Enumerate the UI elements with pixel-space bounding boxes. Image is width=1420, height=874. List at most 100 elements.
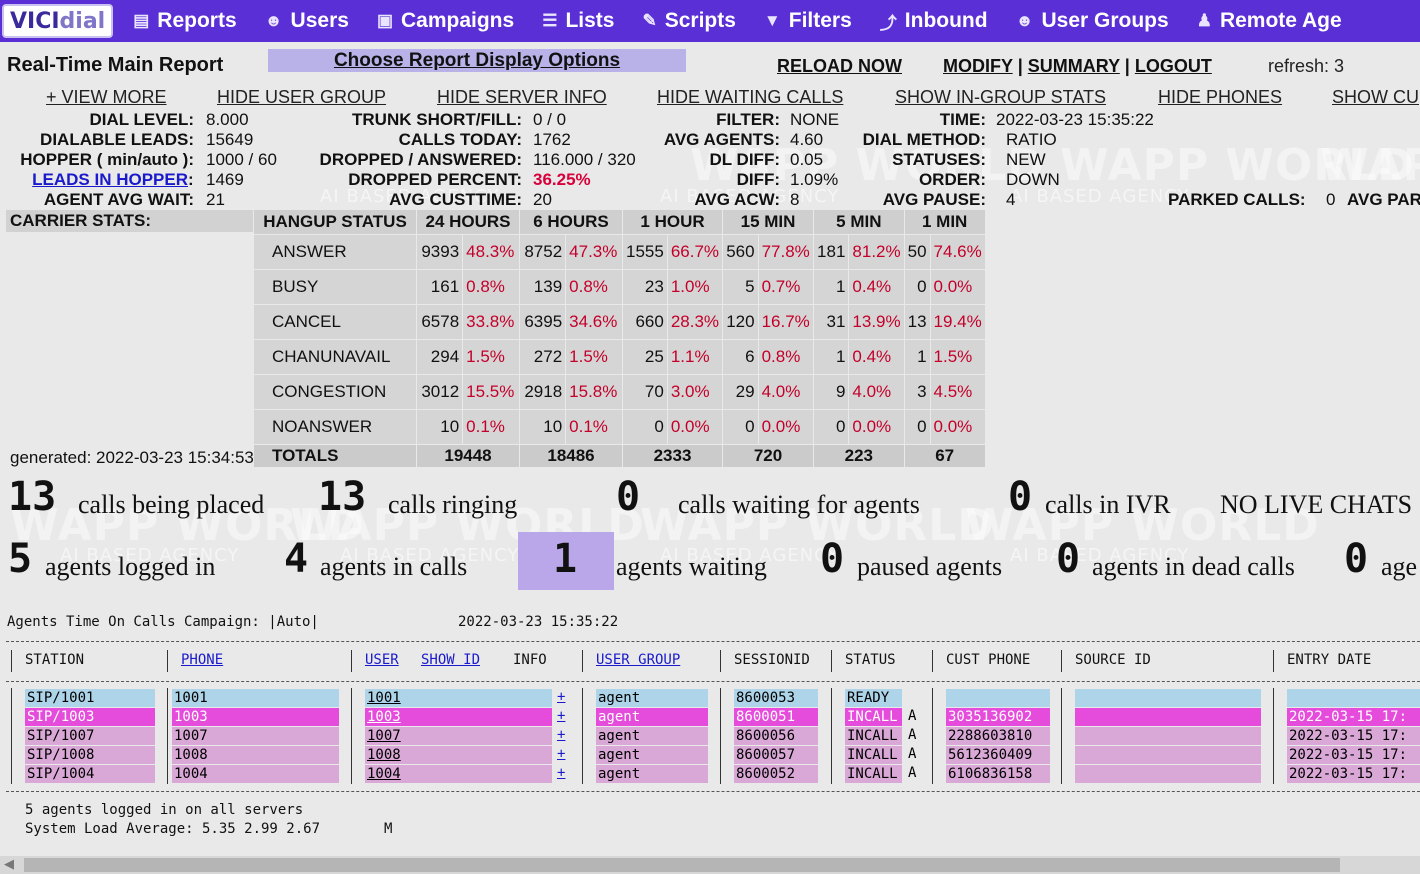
nav-remote-agents[interactable]: ♟ Remote Age: [1197, 9, 1342, 33]
hide-server-info-link[interactable]: HIDE SERVER INFO: [437, 87, 607, 107]
dl-diff-value: 0.05: [790, 150, 824, 169]
nav-label: Reports: [157, 9, 237, 32]
nav-inbound[interactable]: ⤴ Inbound: [880, 9, 988, 34]
total-5-min: 223: [813, 444, 905, 468]
scrollbar-thumb[interactable]: [24, 858, 1340, 872]
agents-logged-in-text: agents logged in: [45, 552, 216, 581]
agent-phone: 1003: [172, 708, 339, 726]
agent-user[interactable]: 1007: [365, 727, 552, 745]
carrier-percent: 3.0%: [666, 374, 724, 410]
leads-in-hopper-value: 1469: [206, 170, 244, 189]
agent-user-group: agent: [596, 765, 708, 783]
hide-user-group-link[interactable]: HIDE USER GROUP: [217, 87, 387, 107]
leads-in-hopper-link[interactable]: LEADS IN HOPPER: [32, 170, 188, 189]
carrier-percent: 1.1%: [666, 339, 724, 375]
agent-phone: 1001: [172, 689, 339, 707]
show-ingroup-stats-link[interactable]: SHOW IN-GROUP STATS: [895, 87, 1107, 107]
carrier-percent: 33.8%: [462, 304, 520, 340]
col-user-group[interactable]: USER GROUP: [596, 652, 680, 668]
agents-waiting-highlight: [518, 532, 614, 590]
show-id-link[interactable]: SHOW ID: [421, 652, 481, 668]
reload-now-link[interactable]: RELOAD NOW: [777, 56, 902, 76]
col-user[interactable]: USER: [365, 652, 399, 668]
horizontal-scrollbar[interactable]: ◀: [0, 856, 1420, 874]
agent-info-expand-icon[interactable]: +: [557, 689, 566, 705]
carrier-count: 9: [813, 374, 850, 410]
calls-waiting-count: 0: [616, 474, 641, 520]
modify-link[interactable]: MODIFY: [943, 56, 1013, 76]
nav-user-groups[interactable]: ☻ User Groups: [1016, 9, 1169, 33]
nav-scripts[interactable]: ✎ Scripts: [642, 9, 735, 33]
last-agents-count: 0: [1344, 536, 1369, 582]
carrier-count: 25: [622, 339, 668, 375]
calls-ivr-count: 0: [1008, 474, 1033, 520]
carrier-count: 10: [518, 409, 567, 445]
carrier-count: 139: [518, 269, 567, 305]
agent-user[interactable]: 1004: [365, 765, 552, 783]
agent-status: INCALL: [845, 765, 902, 783]
hide-phones-link[interactable]: HIDE PHONES: [1158, 87, 1283, 107]
carrier-count: 3012: [415, 374, 464, 410]
carrier-count: 6: [722, 339, 759, 375]
summary-link[interactable]: SUMMARY: [1027, 56, 1120, 76]
user-sort-link[interactable]: USER: [365, 652, 399, 668]
carrier-percent: 0.7%: [757, 269, 815, 305]
agent-user[interactable]: 1008: [365, 746, 552, 764]
agent-user-group: agent: [596, 727, 708, 745]
total-1-hour: 2333: [621, 444, 724, 468]
dial-method-label: DIAL METHOD:: [862, 130, 986, 149]
choose-report-options-button[interactable]: Choose Report Display Options: [268, 49, 686, 72]
show-cu-link[interactable]: SHOW CU: [1332, 87, 1419, 107]
carrier-percent: 0.0%: [848, 409, 905, 445]
nav-reports[interactable]: ▤ Reports: [133, 9, 236, 33]
column-separator: [582, 688, 583, 784]
nav-campaigns[interactable]: ▣ Campaigns: [377, 9, 514, 33]
column-separator: [167, 688, 168, 784]
agents-campaign-header: Agents Time On Calls Campaign: |Auto|: [7, 614, 319, 630]
trunk-value: 0 / 0: [533, 110, 567, 129]
carrier-row: NOANSWER 10 0.1% 10 0.1% 0 0.0% 0 0.0% 0 0.0% 0 0.0%: [253, 409, 986, 445]
agent-info-expand-icon[interactable]: +: [557, 708, 566, 724]
hopper-label: HOPPER ( min/auto ):: [20, 150, 194, 169]
agent-user[interactable]: 1003: [365, 708, 552, 726]
totals-label: TOTALS: [253, 444, 417, 468]
column-separator: [11, 688, 12, 784]
nav-lists[interactable]: ☰ Lists: [542, 9, 614, 33]
scroll-left-icon[interactable]: ◀: [4, 856, 14, 871]
agent-cust-phone: 5612360409: [946, 746, 1050, 764]
col-phone[interactable]: PHONE: [181, 652, 223, 668]
carrier-count: 13: [903, 304, 931, 340]
carrier-percent: 19.4%: [929, 304, 986, 340]
time-label: TIME:: [939, 110, 986, 129]
agent-cust-phone: 2288603810: [946, 727, 1050, 745]
nav-filters[interactable]: ▼ Filters: [764, 9, 852, 33]
col-show-id[interactable]: SHOW ID: [421, 652, 480, 668]
inbound-icon: ⤴: [879, 13, 897, 33]
calls-ringing-text: calls ringing: [388, 490, 518, 519]
logout-link[interactable]: LOGOUT: [1134, 56, 1212, 76]
carrier-count: 6578: [415, 304, 464, 340]
agent-user[interactable]: 1001: [365, 689, 552, 707]
carrier-percent: 0.4%: [848, 269, 905, 305]
carrier-percent: 4.0%: [757, 374, 815, 410]
col-entry-date: ENTRY DATE: [1287, 652, 1372, 668]
vicidial-logo[interactable]: VICI dial: [2, 4, 114, 38]
hide-waiting-calls-link[interactable]: HIDE WAITING CALLS: [657, 87, 844, 107]
agent-info-expand-icon[interactable]: +: [557, 765, 566, 781]
calls-placed-text: calls being placed: [78, 490, 265, 519]
no-live-chats: NO LIVE CHATS: [1220, 490, 1413, 519]
agent-status: INCALL: [845, 727, 902, 745]
user-group-sort-link[interactable]: USER GROUP: [596, 652, 681, 668]
view-more-link[interactable]: + VIEW MORE: [46, 87, 167, 107]
column-separator: [582, 650, 583, 672]
agent-cust-phone: 3035136902: [946, 708, 1050, 726]
carrier-count: 9393: [415, 234, 464, 270]
column-separator: [167, 650, 168, 672]
statuses-label: STATUSES:: [892, 150, 986, 169]
phone-sort-link[interactable]: PHONE: [181, 652, 224, 668]
carrier-percent: 74.6%: [929, 234, 986, 270]
agent-info-expand-icon[interactable]: +: [557, 727, 566, 743]
nav-users[interactable]: ☻ Users: [265, 9, 349, 33]
agent-session-id: 8600052: [734, 765, 818, 783]
agent-info-expand-icon[interactable]: +: [557, 746, 566, 762]
